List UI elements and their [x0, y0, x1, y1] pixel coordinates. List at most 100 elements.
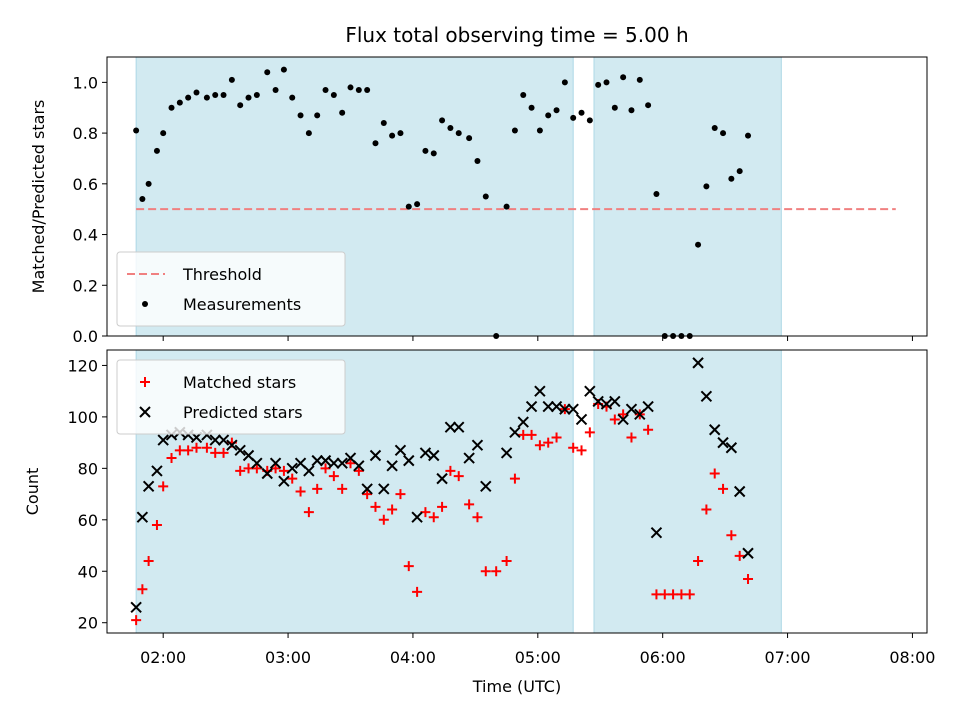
data-point: [143, 555, 154, 566]
data-point: [330, 92, 337, 99]
y-tick-label: 0.4: [73, 226, 98, 245]
panel-frame: [106, 349, 928, 634]
ratio-panel: 0.0 0.2 0.4 0.6 0.8 1.0 Matched/Predicted star…: [29, 56, 928, 346]
data-point: [328, 471, 339, 482]
y-tick-label: 20: [78, 614, 98, 633]
data-point: [203, 94, 210, 101]
series-predicted-stars: [130, 357, 754, 613]
data-point: [142, 480, 155, 493]
legend-x-swatch: [139, 406, 151, 418]
data-point: [405, 203, 412, 210]
data-point: [653, 190, 660, 197]
data-point: [453, 471, 464, 482]
data-point: [693, 555, 704, 566]
data-point: [733, 485, 746, 498]
data-point: [411, 511, 423, 523]
data-point: [570, 114, 577, 121]
data-point: [158, 481, 169, 492]
data-point: [520, 92, 527, 99]
data-point: [534, 440, 545, 451]
data-point: [295, 486, 306, 497]
data-point: [430, 150, 437, 157]
data-point: [545, 112, 552, 119]
data-point: [474, 157, 481, 164]
count-panel: 20 40 60 80 100 120 Count Matched stars Predicte…: [23, 349, 928, 638]
data-point: [447, 125, 454, 132]
data-point: [542, 400, 554, 413]
data-point: [422, 147, 429, 154]
data-point: [592, 395, 604, 408]
data-point: [437, 501, 448, 512]
data-point: [491, 566, 502, 577]
data-point: [337, 483, 348, 494]
shaded-interval-2: [593, 56, 782, 337]
legend-label: Predicted stars: [183, 403, 303, 422]
data-point: [193, 89, 200, 96]
data-point: [137, 584, 148, 595]
data-point: [218, 447, 229, 458]
data-point: [734, 550, 745, 561]
data-point: [625, 403, 638, 415]
data-point: [528, 104, 535, 111]
data-point: [261, 467, 273, 480]
data-point: [586, 117, 593, 124]
data-point: [160, 130, 167, 137]
data-point: [551, 432, 562, 443]
data-point: [185, 94, 192, 101]
data-point: [500, 447, 513, 459]
data-point: [131, 615, 142, 626]
data-point: [389, 132, 396, 139]
data-point: [133, 127, 140, 134]
data-point: [228, 76, 235, 83]
data-point: [157, 434, 169, 446]
data-point: [559, 403, 571, 415]
data-point: [553, 107, 560, 114]
data-point: [742, 547, 754, 559]
data-point: [237, 102, 244, 109]
data-point: [453, 421, 465, 433]
data-point: [482, 193, 489, 200]
data-point: [692, 357, 704, 369]
data-point: [145, 180, 152, 187]
data-point: [550, 400, 563, 413]
data-point: [464, 499, 475, 510]
data-point: [568, 442, 579, 453]
data-point: [501, 555, 512, 566]
data-point: [217, 434, 230, 446]
panel-frame: [106, 56, 928, 337]
data-point: [419, 447, 432, 459]
legend: Threshold Measurements: [116, 251, 346, 327]
data-point: [701, 504, 712, 515]
data-point: [380, 119, 387, 126]
data-point: [650, 526, 663, 539]
data-point: [139, 196, 146, 203]
data-point: [191, 442, 202, 453]
data-point: [130, 601, 142, 613]
data-point: [289, 94, 296, 101]
data-point: [645, 102, 652, 109]
data-point: [703, 183, 710, 190]
data-point: [412, 586, 423, 597]
data-point: [420, 507, 431, 518]
legend-plus-swatch: [140, 377, 150, 387]
y-tick-label: 0.6: [73, 175, 98, 194]
data-point: [336, 457, 348, 469]
data-point: [297, 112, 304, 119]
data-point: [471, 439, 484, 451]
y-tick-label: 0.0: [73, 327, 98, 346]
data-point: [695, 241, 702, 248]
x-tick-label: 02:00: [140, 648, 186, 667]
data-point: [718, 483, 729, 494]
data-point: [251, 463, 262, 474]
data-point: [609, 414, 620, 425]
data-point: [303, 465, 315, 477]
data-point: [397, 130, 404, 137]
data-point: [509, 426, 521, 439]
legend-box: [116, 359, 346, 435]
legend-dot-swatch: [142, 301, 148, 307]
data-point: [480, 566, 491, 577]
data-point: [394, 444, 407, 457]
y-tick-label: 40: [78, 562, 98, 581]
data-point: [575, 413, 588, 426]
